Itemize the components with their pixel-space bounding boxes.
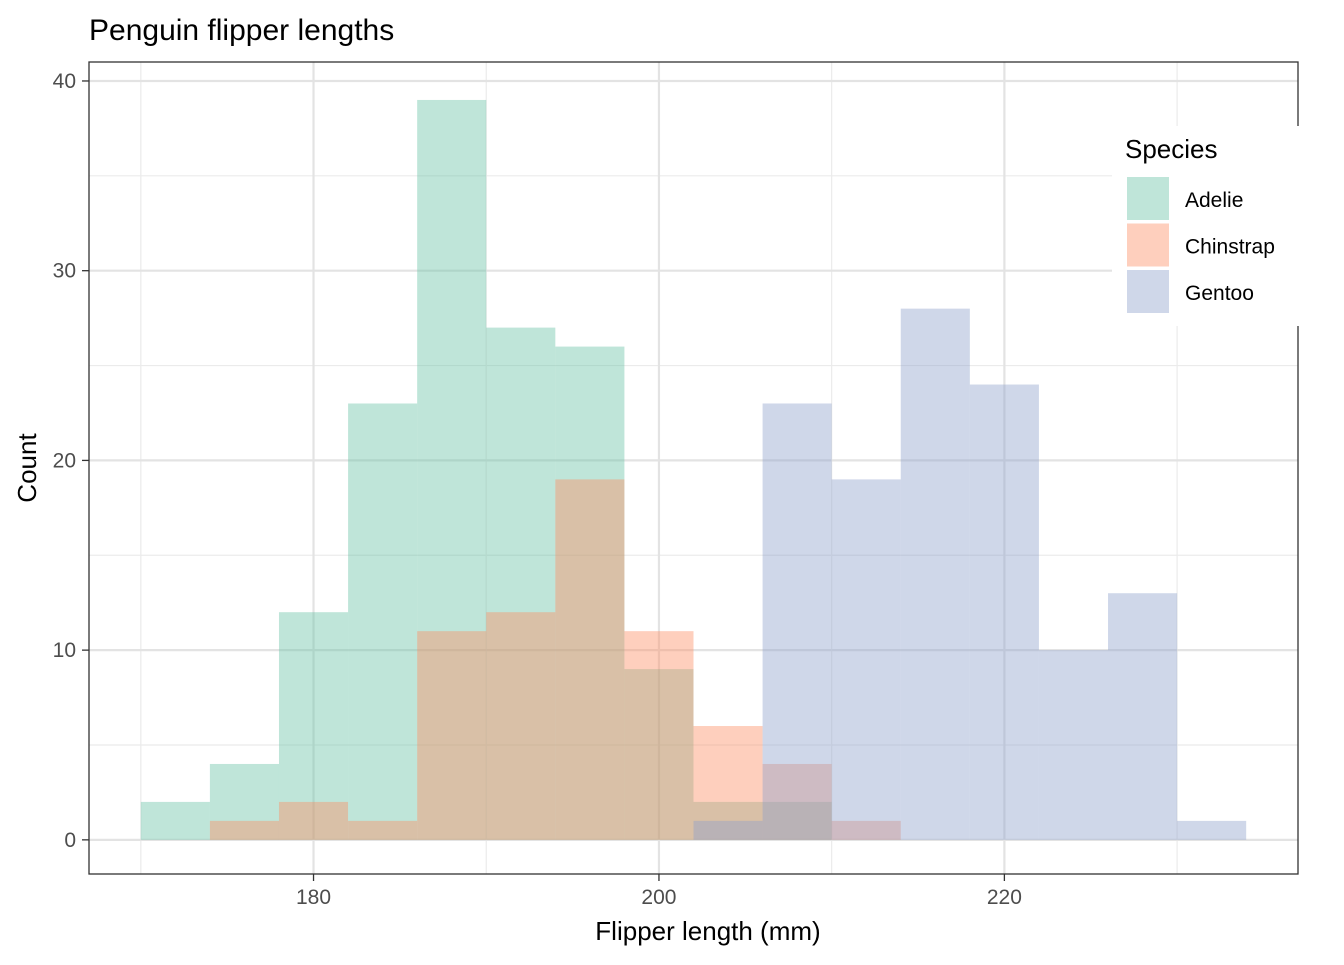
- chart-title: Penguin flipper lengths: [89, 14, 394, 47]
- y-tick-label: 0: [64, 829, 76, 852]
- y-tick-label: 40: [53, 70, 76, 93]
- histogram-bar: [555, 346, 625, 840]
- histogram-bar: [417, 631, 487, 840]
- histogram-bar: [417, 99, 487, 840]
- histogram-bar: [140, 801, 210, 840]
- histogram-bar: [831, 479, 901, 840]
- histogram-bar: [555, 479, 625, 840]
- histogram-bar: [209, 763, 279, 840]
- histogram-bar: [348, 820, 418, 840]
- histogram-bar: [831, 820, 901, 840]
- histogram-bar: [209, 820, 279, 840]
- histogram-bar: [969, 384, 1039, 840]
- histogram-bar: [486, 612, 556, 840]
- legend-key-chinstrap: [1127, 223, 1169, 267]
- x-tick-label: 200: [641, 886, 676, 909]
- histogram-bar: [1177, 820, 1247, 840]
- legend-key-adelie: [1127, 177, 1169, 220]
- plot-panel-border: [88, 61, 1299, 875]
- legend-background: [1112, 126, 1300, 326]
- axes: 180 200 220 0 10 20 30 40: [53, 70, 1022, 909]
- histogram-bar: [278, 801, 349, 840]
- histogram-bars: [140, 99, 1247, 840]
- y-axis-label: Count: [12, 433, 42, 503]
- legend: Species Adelie Chinstrap Gentoo: [1112, 126, 1300, 326]
- histogram-bar: [900, 308, 970, 840]
- histogram-bar: [693, 801, 763, 840]
- x-axis-label: Flipper length (mm): [595, 916, 820, 946]
- grid-lines: [89, 62, 1298, 874]
- x-tick-label: 220: [987, 886, 1022, 909]
- legend-key-gentoo: [1127, 270, 1169, 313]
- histogram-bar: [762, 763, 832, 840]
- histogram-bar: [624, 631, 694, 840]
- legend-title: Species: [1125, 134, 1218, 164]
- legend-label-adelie: Adelie: [1185, 189, 1243, 212]
- legend-label-gentoo: Gentoo: [1185, 282, 1254, 305]
- histogram-bar: [624, 669, 694, 840]
- histogram-bar: [348, 403, 418, 840]
- histogram-bar: [693, 726, 763, 840]
- histogram-bar: [486, 327, 556, 840]
- series-adelie: [140, 99, 832, 840]
- x-tick-label: 180: [296, 886, 331, 909]
- series-chinstrap: [209, 479, 901, 840]
- histogram-bar: [762, 801, 832, 840]
- histogram-bar: [762, 403, 832, 840]
- histogram-bar: [693, 820, 763, 840]
- histogram-bar: [278, 612, 349, 840]
- series-gentoo: [693, 308, 1247, 840]
- y-tick-label: 10: [53, 639, 76, 662]
- histogram-bar: [1038, 650, 1109, 840]
- histogram-bar: [1108, 593, 1178, 840]
- y-tick-label: 30: [53, 260, 76, 283]
- y-tick-label: 20: [53, 449, 76, 472]
- legend-label-chinstrap: Chinstrap: [1185, 236, 1275, 259]
- legend-items: Adelie Chinstrap Gentoo: [1127, 177, 1275, 313]
